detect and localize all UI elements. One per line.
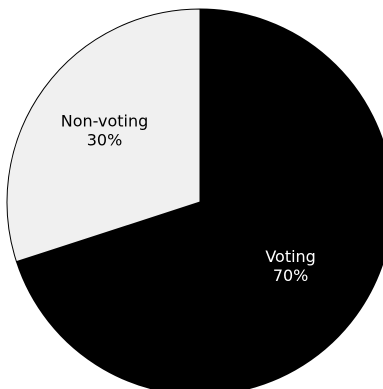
slice-category-label: Non-voting bbox=[61, 112, 149, 131]
pie-slice-voting bbox=[15, 8, 383, 389]
slice-label-voting: Voting 70% bbox=[265, 247, 316, 285]
pie-slice-non-voting bbox=[6, 8, 201, 263]
slice-value-label: 70% bbox=[273, 266, 309, 285]
slice-category-label: Voting bbox=[265, 247, 316, 266]
slice-value-label: 30% bbox=[87, 131, 123, 150]
slice-label-non-voting: Non-voting 30% bbox=[61, 112, 149, 150]
